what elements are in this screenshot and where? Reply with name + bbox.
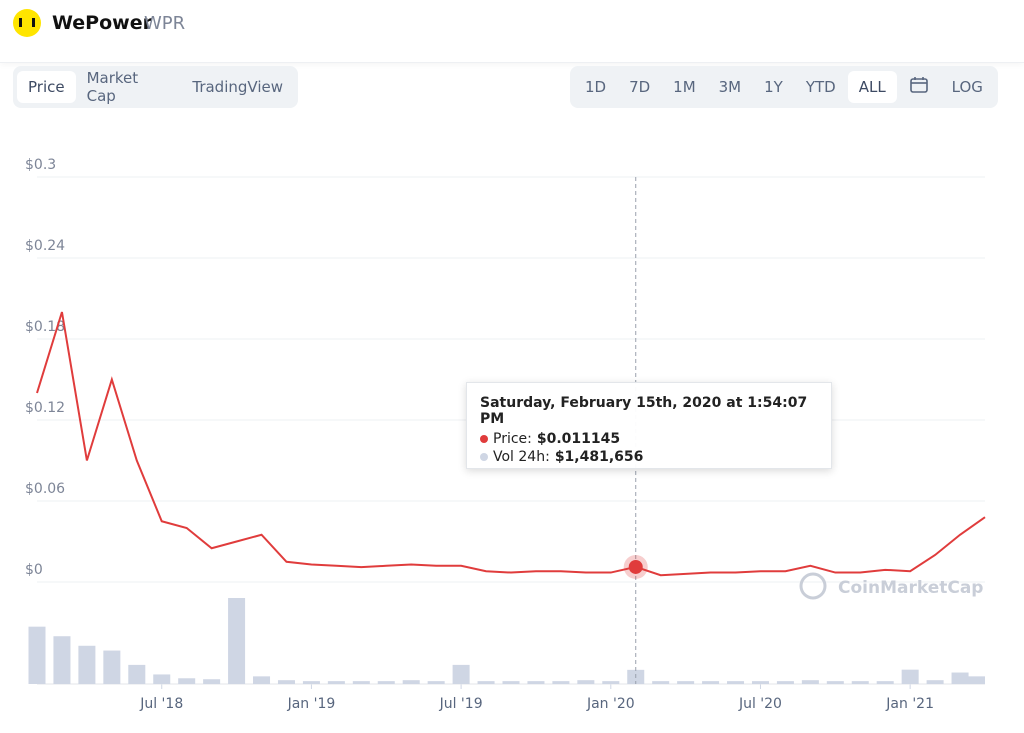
logo xyxy=(13,9,41,37)
dot xyxy=(480,453,488,461)
y-tick-label: $0 xyxy=(25,562,43,578)
tooltip-row: Vol 24h: $1,481,656 xyxy=(480,449,818,465)
range-button[interactable]: 1M xyxy=(673,78,696,96)
volume-bar xyxy=(801,680,819,684)
volume-bar xyxy=(552,681,570,684)
x-tick-label: Jan '21 xyxy=(885,696,934,712)
volume-bar xyxy=(967,676,985,684)
volume-bar xyxy=(652,681,670,684)
dot xyxy=(480,435,488,443)
label: Price: xyxy=(493,431,532,447)
coin-symbol: WPR xyxy=(144,13,186,34)
volume-bar xyxy=(352,681,370,684)
y-tick-label: $0.3 xyxy=(25,157,56,173)
volume-bar xyxy=(527,681,545,684)
volume-bar xyxy=(826,681,844,684)
volume-bar xyxy=(78,645,96,684)
range-buttons: 1D 7D 1M 3M 1Y YTD ALL LOG xyxy=(570,66,998,108)
volume-bar xyxy=(602,681,620,684)
value: $0.011145 xyxy=(536,431,621,447)
y-tick-label: $0.12 xyxy=(25,400,65,416)
volume-bar xyxy=(776,681,794,684)
highlight-point xyxy=(628,559,643,574)
volume-bar xyxy=(851,681,869,684)
volume-bar xyxy=(28,626,46,684)
tooltip-date: Saturday, February 15th, 2020 at 1:54:07… xyxy=(480,395,808,427)
volume-bar xyxy=(103,650,121,684)
volume-bar xyxy=(253,676,271,684)
volume-bar xyxy=(477,681,495,684)
coin-name: WePower xyxy=(52,12,152,34)
volume-bar xyxy=(153,674,171,684)
volume-bar xyxy=(702,681,720,684)
log-button[interactable]: LOG xyxy=(951,78,983,96)
tab[interactable]: Market Cap xyxy=(86,69,139,105)
value: $1,481,656 xyxy=(554,449,644,465)
volume-bar xyxy=(452,664,470,684)
x-tick-label: Jul '18 xyxy=(139,696,183,712)
volume-bar xyxy=(901,669,919,684)
watermark: CoinMarketCap xyxy=(838,578,983,598)
volume-bar xyxy=(727,681,745,684)
x-tick-label: Jan '20 xyxy=(586,696,635,712)
range-button[interactable]: 7D xyxy=(629,78,651,96)
header: WePower WPR xyxy=(0,0,1024,63)
range-button[interactable]: YTD xyxy=(805,78,836,96)
range-button[interactable]: 1Y xyxy=(764,78,783,96)
volume-bar xyxy=(951,672,969,684)
tab[interactable]: Price xyxy=(17,71,76,103)
volume-bar xyxy=(876,681,894,684)
volume-bar xyxy=(228,598,246,684)
label: Vol 24h: xyxy=(493,449,550,465)
calendar-icon xyxy=(909,77,928,93)
volume-bar xyxy=(502,681,520,684)
tabs: Price Market Cap TradingView xyxy=(13,66,298,108)
tab[interactable]: TradingView xyxy=(192,78,283,96)
volume-bar xyxy=(302,681,320,684)
volume-bar xyxy=(277,680,295,684)
y-tick-label: $0.06 xyxy=(25,481,65,497)
volume-bar xyxy=(402,680,420,684)
volume-bar xyxy=(128,664,146,684)
price-line xyxy=(36,311,986,577)
range-button[interactable]: ALL xyxy=(847,71,897,103)
range-button[interactable]: 3M xyxy=(718,78,742,96)
volume-bar xyxy=(377,681,395,684)
volume-bar xyxy=(677,681,695,684)
y-tick-label: $0.24 xyxy=(25,238,65,254)
volume-bar xyxy=(53,636,71,684)
volume-bar xyxy=(577,680,595,684)
watermark-logo xyxy=(799,572,827,600)
volume-bar xyxy=(327,681,345,684)
volume-bar xyxy=(751,681,769,684)
tooltip: Saturday, February 15th, 2020 at 1:54:07… xyxy=(466,382,832,469)
calendar-button[interactable] xyxy=(898,69,940,105)
x-tick-label: Jul '19 xyxy=(439,696,483,712)
volume-bar xyxy=(926,680,944,684)
tooltip-row: Price: $0.011145 xyxy=(480,431,818,447)
range-button[interactable]: 1D xyxy=(585,78,607,96)
volume-bar xyxy=(203,679,221,684)
x-tick-label: Jan '19 xyxy=(287,696,336,712)
x-tick-label: Jul '20 xyxy=(738,696,782,712)
volume-bar xyxy=(178,678,196,684)
volume-bar xyxy=(427,681,445,684)
